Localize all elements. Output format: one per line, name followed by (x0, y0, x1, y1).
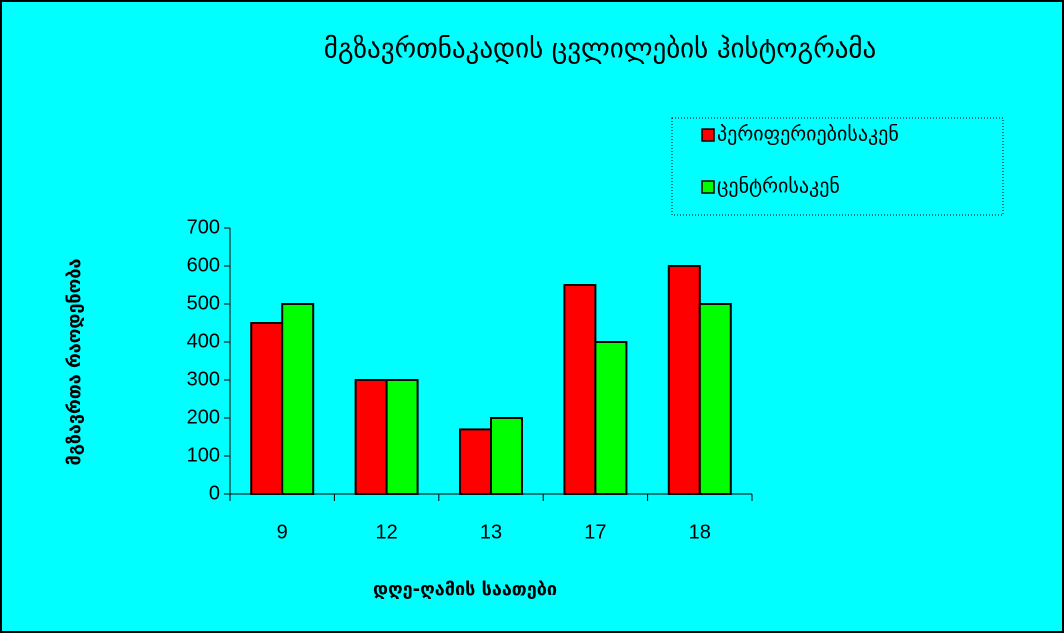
y-axis-label: მგზავრთა რაოდენობა (64, 259, 85, 466)
bar (459, 428, 492, 495)
y-tick-label: 300 (187, 368, 220, 390)
bar (281, 303, 315, 495)
y-tick-label: 600 (187, 254, 220, 276)
legend-label: პერიფერიებისაკენ (717, 122, 899, 146)
x-axis-label: დღე-ღამის საათები (373, 579, 557, 600)
x-tick-label: 17 (584, 521, 606, 543)
y-tick-label: 700 (187, 216, 220, 238)
bar (354, 379, 388, 495)
y-tick-label: 200 (187, 406, 220, 428)
bar (667, 265, 701, 495)
bar (385, 379, 419, 495)
y-tick-label: 500 (187, 292, 220, 314)
bar (490, 417, 523, 495)
bar (698, 303, 732, 495)
y-tick-label: 400 (187, 330, 220, 352)
x-tick-label: 12 (375, 521, 397, 543)
x-tick-label: 13 (480, 521, 502, 543)
legend-marker (701, 180, 715, 194)
legend-box (671, 117, 1004, 216)
y-tick-label: 0 (209, 482, 220, 504)
bar (594, 341, 628, 495)
legend-label: ცენტრისაკენ (717, 174, 840, 198)
bar (563, 284, 597, 495)
chart-title: მგზავრთნაკადის ცვლილების ჰისტოგრამა (324, 34, 877, 65)
x-tick-label: 18 (689, 521, 711, 543)
y-tick-label: 100 (187, 444, 220, 466)
bar (250, 322, 284, 495)
x-tick-label: 9 (277, 521, 288, 543)
legend-marker (701, 128, 715, 142)
